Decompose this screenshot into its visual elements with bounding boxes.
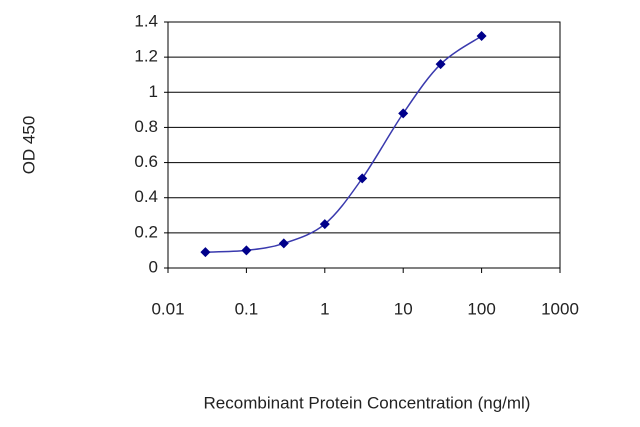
y-tick-label: 0.8	[134, 117, 158, 136]
y-tick-label: 1.4	[134, 11, 158, 30]
data-point	[241, 245, 252, 256]
data-point	[357, 173, 368, 184]
data-point	[476, 31, 487, 42]
y-tick-label: 0.6	[134, 152, 158, 171]
x-tick-label: 100	[467, 299, 495, 318]
plot-frame	[167, 21, 561, 269]
x-tick-label: 1	[320, 299, 329, 318]
data-point	[398, 108, 409, 119]
y-tick-label: 0	[149, 257, 158, 276]
y-tick-label: 1.2	[134, 47, 158, 66]
x-tick-label: 0.1	[235, 299, 259, 318]
data-point	[200, 247, 211, 258]
y-tick-label: 0.4	[134, 187, 158, 206]
data-point	[319, 219, 330, 230]
x-tick-label: 1000	[541, 299, 579, 318]
data-point	[278, 238, 289, 249]
y-tick-label: 1	[149, 82, 158, 101]
y-tick-label: 0.2	[134, 222, 158, 241]
x-tick-label: 10	[394, 299, 413, 318]
y-axis-label: OD 450	[19, 116, 38, 175]
x-tick-label: 0.01	[151, 299, 184, 318]
x-axis-label: Recombinant Protein Concentration (ng/ml…	[204, 393, 531, 412]
data-point	[435, 59, 446, 70]
